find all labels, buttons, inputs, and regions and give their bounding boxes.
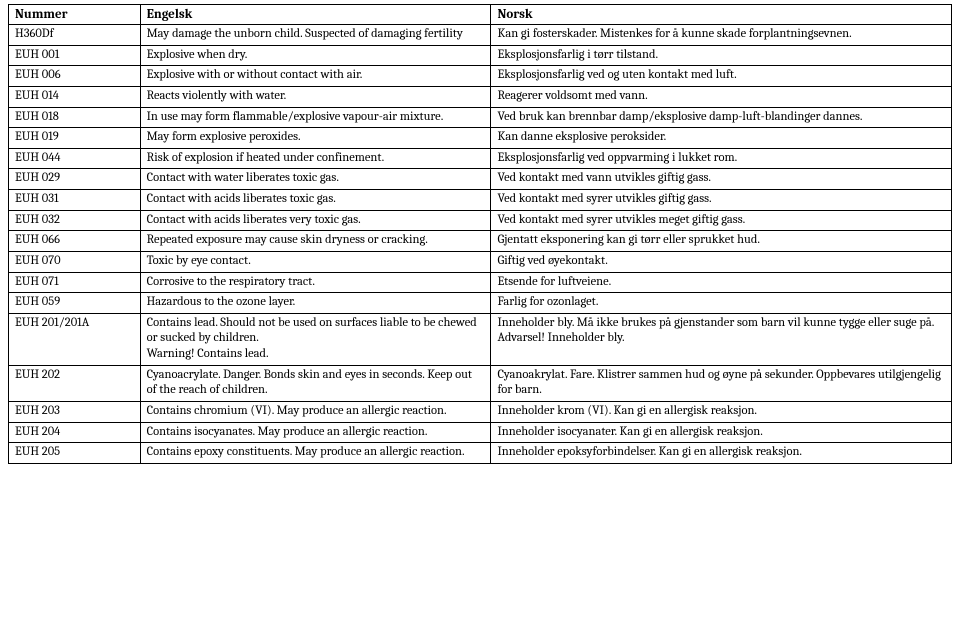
cell-engelsk: Repeated exposure may cause skin dryness… <box>140 231 491 252</box>
cell-nummer: EUH 201/201A <box>9 313 141 365</box>
cell-nummer: EUH 032 <box>9 210 141 231</box>
cell-engelsk: Risk of explosion if heated under confin… <box>140 148 491 169</box>
cell-nummer: EUH 029 <box>9 169 141 190</box>
cell-nummer: EUH 066 <box>9 231 141 252</box>
table-row: EUH 059Hazardous to the ozone layer.Farl… <box>9 293 952 314</box>
cell-norsk: Eksplosjonsfarlig ved oppvarming i lukke… <box>491 148 952 169</box>
table-row: EUH 019May form explosive peroxides.Kan … <box>9 128 952 149</box>
cell-engelsk: May form explosive peroxides. <box>140 128 491 149</box>
cell-nummer: EUH 014 <box>9 86 141 107</box>
cell-engelsk: May damage the unborn child. Suspected o… <box>140 25 491 46</box>
cell-engelsk: Contains epoxy constituents. May produce… <box>140 443 491 464</box>
cell-engelsk: Cyanoacrylate. Danger. Bonds skin and ey… <box>140 365 491 401</box>
cell-norsk: Farlig for ozonlaget. <box>491 293 952 314</box>
cell-norsk: Giftig ved øyekontakt. <box>491 251 952 272</box>
table-row: EUH 032Contact with acids liberates very… <box>9 210 952 231</box>
cell-norsk: Inneholder krom (VI). Kan gi en allergis… <box>491 401 952 422</box>
table-row: EUH 006Explosive with or without contact… <box>9 66 952 87</box>
table-row: EUH 202Cyanoacrylate. Danger. Bonds skin… <box>9 365 952 401</box>
cell-nummer: EUH 031 <box>9 190 141 211</box>
cell-nummer: EUH 070 <box>9 251 141 272</box>
table-row: EUH 018In use may form flammable/explosi… <box>9 107 952 128</box>
table-row: EUH 070Toxic by eye contact.Giftig ved ø… <box>9 251 952 272</box>
cell-nummer: EUH 001 <box>9 45 141 66</box>
cell-norsk: Inneholder epoksyforbindelser. Kan gi en… <box>491 443 952 464</box>
cell-engelsk: Corrosive to the respiratory tract. <box>140 272 491 293</box>
table-row: EUH 201/201AContains lead. Should not be… <box>9 313 952 365</box>
table-row: EUH 031Contact with acids liberates toxi… <box>9 190 952 211</box>
cell-nummer: EUH 018 <box>9 107 141 128</box>
table-row: EUH 001Explosive when dry.Eksplosjonsfar… <box>9 45 952 66</box>
cell-engelsk: Contact with acids liberates very toxic … <box>140 210 491 231</box>
col-header-nummer: Nummer <box>9 5 141 25</box>
cell-norsk: Reagerer voldsomt med vann. <box>491 86 952 107</box>
cell-norsk: Inneholder bly. Må ikke brukes på gjenst… <box>491 313 952 365</box>
cell-engelsk: Contact with water liberates toxic gas. <box>140 169 491 190</box>
cell-norsk: Ved kontakt med syrer utvikles giftig ga… <box>491 190 952 211</box>
cell-norsk: Cyanoakrylat. Fare. Klistrer sammen hud … <box>491 365 952 401</box>
cell-engelsk: Contact with acids liberates toxic gas. <box>140 190 491 211</box>
cell-engelsk: Toxic by eye contact. <box>140 251 491 272</box>
cell-engelsk: In use may form flammable/explosive vapo… <box>140 107 491 128</box>
table-row: EUH 203Contains chromium (VI). May produ… <box>9 401 952 422</box>
cell-nummer: EUH 204 <box>9 422 141 443</box>
table-row: EUH 029Contact with water liberates toxi… <box>9 169 952 190</box>
table-header-row: Nummer Engelsk Norsk <box>9 5 952 25</box>
table-row: EUH 071Corrosive to the respiratory trac… <box>9 272 952 293</box>
cell-norsk: Ved kontakt med syrer utvikles meget gif… <box>491 210 952 231</box>
cell-nummer: EUH 019 <box>9 128 141 149</box>
col-header-engelsk: Engelsk <box>140 5 491 25</box>
table-row: EUH 066Repeated exposure may cause skin … <box>9 231 952 252</box>
cell-nummer: H360Df <box>9 25 141 46</box>
cell-norsk: Eksplosjonsfarlig ved og uten kontakt me… <box>491 66 952 87</box>
cell-norsk: Eksplosjonsfarlig i tørr tilstand. <box>491 45 952 66</box>
cell-nummer: EUH 059 <box>9 293 141 314</box>
cell-norsk: Inneholder isocyanater. Kan gi en allerg… <box>491 422 952 443</box>
cell-engelsk: Reacts violently with water. <box>140 86 491 107</box>
cell-norsk: Ved kontakt med vann utvikles giftig gas… <box>491 169 952 190</box>
cell-nummer: EUH 044 <box>9 148 141 169</box>
cell-nummer: EUH 071 <box>9 272 141 293</box>
cell-engelsk: Contains chromium (VI). May produce an a… <box>140 401 491 422</box>
cell-engelsk: Explosive when dry. <box>140 45 491 66</box>
cell-nummer: EUH 006 <box>9 66 141 87</box>
hazard-table: Nummer Engelsk Norsk H360DfMay damage th… <box>8 4 952 464</box>
table-row: EUH 044Risk of explosion if heated under… <box>9 148 952 169</box>
col-header-norsk: Norsk <box>491 5 952 25</box>
table-row: H360DfMay damage the unborn child. Suspe… <box>9 25 952 46</box>
cell-nummer: EUH 202 <box>9 365 141 401</box>
cell-engelsk: Contains isocyanates. May produce an all… <box>140 422 491 443</box>
cell-norsk: Kan danne eksplosive peroksider. <box>491 128 952 149</box>
cell-norsk: Etsende for luftveiene. <box>491 272 952 293</box>
table-row: EUH 014Reacts violently with water.Reage… <box>9 86 952 107</box>
table-row: EUH 205Contains epoxy constituents. May … <box>9 443 952 464</box>
cell-nummer: EUH 203 <box>9 401 141 422</box>
cell-norsk: Gjentatt eksponering kan gi tørr eller s… <box>491 231 952 252</box>
cell-engelsk: Contains lead. Should not be used on sur… <box>140 313 491 365</box>
table-row: EUH 204Contains isocyanates. May produce… <box>9 422 952 443</box>
cell-norsk: Ved bruk kan brennbar damp/eksplosive da… <box>491 107 952 128</box>
cell-norsk: Kan gi fosterskader. Mistenkes for å kun… <box>491 25 952 46</box>
cell-engelsk: Hazardous to the ozone layer. <box>140 293 491 314</box>
cell-nummer: EUH 205 <box>9 443 141 464</box>
cell-engelsk: Explosive with or without contact with a… <box>140 66 491 87</box>
